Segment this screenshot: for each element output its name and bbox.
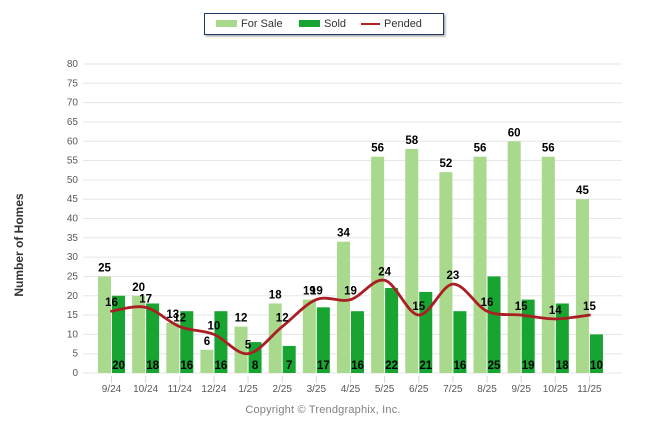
svg-text:10: 10 (590, 360, 603, 372)
svg-text:16: 16 (454, 360, 467, 372)
svg-text:12: 12 (173, 313, 186, 325)
svg-text:45: 45 (576, 185, 589, 197)
svg-text:4/25: 4/25 (341, 384, 361, 395)
svg-text:12/24: 12/24 (201, 384, 226, 395)
svg-text:35: 35 (67, 233, 79, 244)
svg-text:0: 0 (72, 368, 78, 379)
svg-text:10: 10 (67, 329, 79, 340)
svg-text:70: 70 (67, 98, 79, 109)
svg-text:25: 25 (67, 271, 79, 282)
svg-text:17: 17 (139, 293, 152, 305)
svg-text:56: 56 (371, 143, 384, 155)
svg-text:11/24: 11/24 (168, 384, 193, 395)
svg-text:22: 22 (385, 360, 398, 372)
svg-text:24: 24 (378, 266, 391, 278)
svg-text:25: 25 (488, 360, 501, 372)
svg-text:10/25: 10/25 (543, 384, 568, 395)
svg-text:75: 75 (67, 78, 79, 89)
svg-text:6/25: 6/25 (409, 384, 429, 395)
svg-text:34: 34 (337, 228, 350, 240)
svg-text:5/25: 5/25 (375, 384, 395, 395)
svg-text:16: 16 (481, 297, 494, 309)
svg-text:5: 5 (245, 340, 252, 352)
svg-text:65: 65 (67, 117, 79, 128)
svg-text:80: 80 (67, 59, 79, 70)
svg-text:52: 52 (440, 158, 453, 170)
svg-text:1/25: 1/25 (238, 384, 258, 395)
svg-text:11/25: 11/25 (577, 384, 602, 395)
svg-text:7: 7 (286, 360, 292, 372)
svg-text:60: 60 (508, 127, 521, 139)
svg-text:20: 20 (132, 282, 145, 294)
svg-text:9/24: 9/24 (102, 384, 122, 395)
svg-text:3/25: 3/25 (307, 384, 327, 395)
svg-text:12: 12 (276, 313, 289, 325)
svg-text:15: 15 (412, 301, 425, 313)
svg-text:16: 16 (180, 360, 193, 372)
svg-text:18: 18 (269, 289, 282, 301)
svg-text:25: 25 (98, 262, 111, 274)
svg-text:17: 17 (317, 360, 330, 372)
svg-text:40: 40 (67, 214, 79, 225)
svg-text:58: 58 (405, 135, 418, 147)
svg-text:45: 45 (67, 194, 79, 205)
svg-text:8: 8 (252, 360, 259, 372)
svg-text:19: 19 (310, 286, 323, 298)
svg-text:7/25: 7/25 (443, 384, 463, 395)
svg-text:20: 20 (112, 360, 125, 372)
svg-text:10: 10 (208, 320, 221, 332)
svg-text:30: 30 (67, 252, 79, 263)
svg-text:6: 6 (204, 336, 210, 348)
svg-text:12: 12 (235, 313, 248, 325)
svg-text:16: 16 (105, 297, 118, 309)
svg-text:56: 56 (474, 143, 487, 155)
svg-text:10/24: 10/24 (133, 384, 158, 395)
svg-text:15: 15 (583, 301, 596, 313)
svg-text:60: 60 (67, 136, 79, 147)
svg-text:19: 19 (344, 286, 357, 298)
svg-text:18: 18 (556, 360, 569, 372)
svg-text:21: 21 (419, 360, 432, 372)
svg-text:18: 18 (146, 360, 159, 372)
svg-text:8/25: 8/25 (477, 384, 497, 395)
svg-text:9/25: 9/25 (511, 384, 531, 395)
svg-text:14: 14 (549, 305, 562, 317)
svg-text:16: 16 (215, 360, 228, 372)
svg-text:50: 50 (67, 175, 79, 186)
svg-text:15: 15 (67, 310, 79, 321)
svg-text:16: 16 (351, 360, 364, 372)
svg-text:56: 56 (542, 143, 555, 155)
svg-text:20: 20 (67, 291, 79, 302)
svg-text:15: 15 (515, 301, 528, 313)
svg-text:55: 55 (67, 156, 79, 167)
svg-text:19: 19 (522, 360, 535, 372)
svg-text:2/25: 2/25 (272, 384, 292, 395)
svg-text:23: 23 (447, 270, 460, 282)
svg-text:5: 5 (72, 349, 78, 360)
